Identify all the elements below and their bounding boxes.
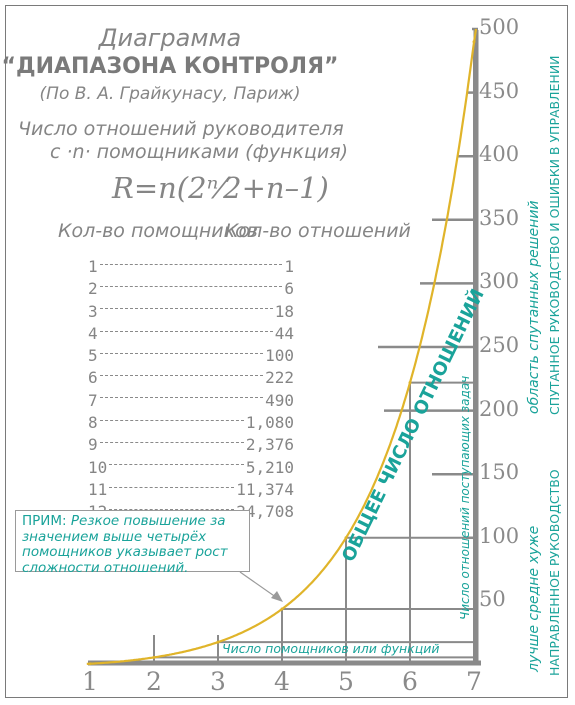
relations-table: 1 1 2 6 3 18 4 44 5 100 6 222 7 490 8 1,080 9 2,376 10 5,21… (88, 256, 294, 524)
diagram-source: (По В. А. Грайкунасу, Париж) (0, 84, 340, 104)
y-tick-label: 450 (479, 79, 539, 103)
y-tick-label: 500 (479, 15, 539, 39)
table-row: 5 100 (88, 345, 294, 367)
x-tick-label: 1 (75, 667, 105, 696)
data-point (409, 381, 412, 384)
label-directed-management: НАПРАВЛЕННОЕ РУКОВОДСТВО (547, 469, 562, 676)
x-axis-label: Число помощников или функций (222, 641, 439, 656)
row-assistants: 7 (88, 390, 98, 412)
row-assistants: 9 (88, 434, 98, 456)
table-row: 9 2,376 (88, 434, 294, 456)
subtitle-line1: Число отношений руководителя (18, 118, 344, 140)
x-tick-label: 3 (203, 667, 233, 696)
row-relations: 2,376 (246, 434, 294, 456)
x-tick-label: 6 (395, 667, 425, 696)
col-header-assistants: Кол-во помощников (58, 221, 208, 242)
table-row: 3 18 (88, 301, 294, 323)
y-tick-label: 400 (479, 142, 539, 166)
row-assistants: 3 (88, 301, 98, 323)
row-leader (100, 353, 263, 354)
row-leader (100, 331, 273, 332)
row-relations: 6 (284, 278, 294, 300)
data-point (473, 40, 476, 43)
table-row: 6 222 (88, 367, 294, 389)
data-point (89, 662, 92, 665)
row-assistants: 1 (88, 256, 98, 278)
table-row: 11 11,374 (88, 479, 294, 501)
row-relations: 490 (265, 390, 294, 412)
row-relations: 44 (275, 323, 294, 345)
row-leader (100, 308, 273, 309)
row-leader (100, 442, 244, 443)
row-assistants: 8 (88, 412, 98, 434)
note-box: ПРИМ: Резкое повышение за значением выше… (15, 510, 250, 572)
row-relations: 1,080 (246, 412, 294, 434)
label-confused-management: СПУТАННОЕ РУКОВОДСТВО И ОШИБКИ В УПРАВЛЕ… (547, 55, 562, 415)
formula: R=n(2ⁿ⁄2+n–1) (112, 171, 329, 205)
x-tick-label: 4 (267, 667, 297, 696)
row-assistants: 10 (88, 457, 107, 479)
x-tick-label: 2 (139, 667, 169, 696)
row-relations: 18 (275, 301, 294, 323)
diagram-title: Диаграмма (0, 24, 340, 52)
table-row: 8 1,080 (88, 412, 294, 434)
row-assistants: 5 (88, 345, 98, 367)
row-relations: 1 (284, 256, 294, 278)
x-tick-label: 7 (459, 667, 489, 696)
subtitle-line2: с ·n· помощниками (функция) (50, 141, 348, 163)
y-axis-label: Число отношений поступающих задач (458, 376, 472, 620)
note-callout-arrow (240, 572, 283, 602)
data-point (281, 608, 284, 611)
label-confused-area: область спутанных решений (526, 200, 542, 414)
label-better-worse: лучше средне хуже (526, 526, 542, 672)
note-prefix: ПРИМ: (22, 513, 67, 529)
col-header-relations: Кол-во отношений (225, 221, 355, 242)
row-assistants: 11 (88, 479, 107, 501)
row-leader (109, 487, 234, 488)
row-assistants: 2 (88, 278, 98, 300)
x-tick-label: 5 (331, 667, 361, 696)
row-leader (100, 397, 263, 398)
row-assistants: 6 (88, 367, 98, 389)
row-relations: 100 (265, 345, 294, 367)
table-row: 10 5,210 (88, 457, 294, 479)
row-leader (109, 464, 244, 465)
row-relations: 5,210 (246, 457, 294, 479)
row-relations: 222 (265, 367, 294, 389)
data-point (153, 656, 156, 659)
table-row: 4 44 (88, 323, 294, 345)
data-point (217, 641, 220, 644)
diagram-title-main: “ДИАПАЗОНА КОНТРОЛЯ” (0, 54, 340, 79)
y-tick-label: 150 (479, 460, 539, 484)
callout-arrowhead (271, 591, 283, 602)
table-row: 7 490 (88, 390, 294, 412)
row-leader (100, 286, 283, 287)
row-leader (100, 264, 283, 265)
row-relations: 11,374 (236, 479, 294, 501)
row-leader (100, 420, 244, 421)
row-leader (100, 375, 263, 376)
row-assistants: 4 (88, 323, 98, 345)
